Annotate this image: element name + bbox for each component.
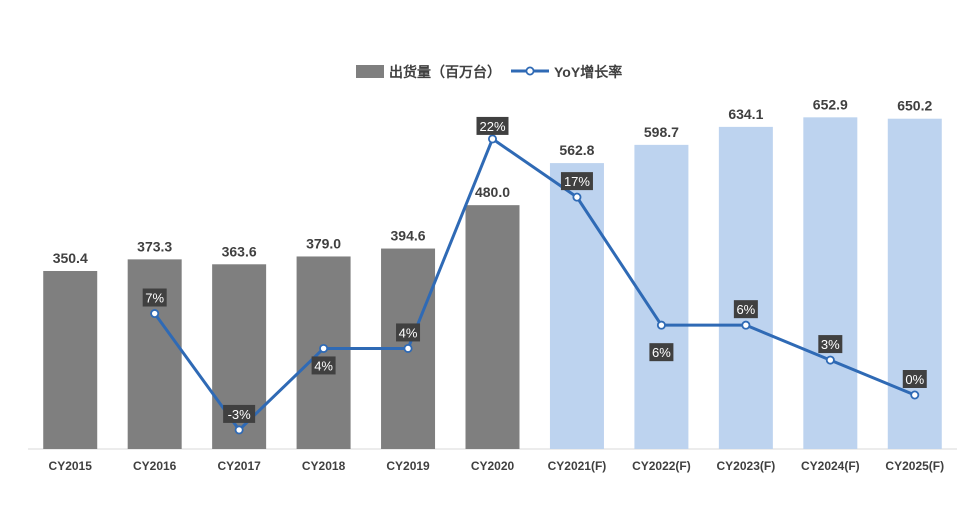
x-tick-label: CY2016 bbox=[133, 459, 177, 473]
growth-line bbox=[150, 134, 920, 435]
growth-point bbox=[234, 425, 244, 435]
growth-value-label: 17% bbox=[564, 174, 590, 189]
bar-value-label: 598.7 bbox=[644, 124, 679, 140]
legend: 出货量（百万台） YoY增长率 bbox=[356, 64, 622, 80]
growth-label-box bbox=[396, 323, 421, 342]
growth-label-box bbox=[311, 356, 336, 375]
bar-value-label: 379.0 bbox=[306, 235, 341, 251]
growth-point bbox=[150, 309, 160, 319]
growth-point bbox=[656, 320, 666, 330]
legend-line-marker bbox=[525, 66, 535, 76]
bars bbox=[43, 117, 942, 450]
bar-value-label: 562.8 bbox=[559, 142, 594, 158]
growth-value-label: 7% bbox=[145, 291, 164, 306]
growth-label-box bbox=[560, 172, 593, 191]
bar-value-label: 373.3 bbox=[137, 238, 172, 254]
x-tick-label: CY2022(F) bbox=[632, 459, 691, 473]
growth-point bbox=[572, 192, 582, 202]
x-tick-label: CY2018 bbox=[302, 459, 346, 473]
x-tick-label: CY2025(F) bbox=[885, 459, 944, 473]
x-tick-label: CY2015 bbox=[49, 459, 93, 473]
bar-value-label: 634.1 bbox=[728, 106, 763, 122]
growth-label-box bbox=[476, 116, 509, 135]
growth-label-box bbox=[223, 404, 256, 423]
growth-label-box bbox=[733, 300, 758, 319]
x-tick-label: CY2019 bbox=[386, 459, 430, 473]
legend-bar-label: 出货量（百万台） bbox=[389, 64, 501, 80]
growth-line-path bbox=[153, 137, 916, 432]
growth-point bbox=[487, 134, 497, 144]
growth-label-box bbox=[142, 288, 167, 307]
bar-value-label: 350.4 bbox=[53, 250, 88, 266]
bar-CY2016 bbox=[127, 259, 182, 449]
growth-value-label: 3% bbox=[821, 337, 840, 352]
x-tick-label: CY2024(F) bbox=[801, 459, 860, 473]
growth-point bbox=[825, 355, 835, 365]
growth-labels: 7% -3% 4% 4% 22% 17% 6% 6% 3% 0% bbox=[142, 116, 927, 423]
growth-value-label: 6% bbox=[652, 345, 671, 360]
bar-value-label: 394.6 bbox=[391, 228, 426, 244]
bar-labels: 350.4 373.3 363.6 379.0 394.6 480.0 562.8 598.7… bbox=[53, 96, 933, 266]
bar-CY2020 bbox=[465, 205, 520, 449]
x-tick-labels: CY2015 CY2016 CY2017 CY2018 CY2019 CY2020 CY20… bbox=[49, 459, 945, 473]
growth-value-label: -3% bbox=[228, 407, 252, 422]
x-tick-label: CY2017 bbox=[217, 459, 261, 473]
x-tick-label: CY2021(F) bbox=[548, 459, 607, 473]
growth-point bbox=[741, 320, 751, 330]
x-tick-label: CY2020 bbox=[471, 459, 515, 473]
growth-label-box bbox=[818, 335, 843, 354]
growth-value-label: 4% bbox=[314, 358, 333, 373]
bar-CY2023(F) bbox=[718, 126, 773, 449]
growth-value-label: 0% bbox=[905, 372, 924, 387]
legend-line-label: YoY增长率 bbox=[554, 64, 622, 80]
growth-point bbox=[910, 390, 920, 400]
bar-value-label: 363.6 bbox=[222, 243, 257, 259]
growth-value-label: 22% bbox=[479, 119, 505, 134]
growth-point bbox=[319, 343, 329, 353]
legend-bar-swatch bbox=[356, 65, 384, 78]
bar-CY2015 bbox=[43, 270, 98, 449]
bar-value-label: 650.2 bbox=[897, 98, 932, 114]
x-tick-label: CY2023(F) bbox=[717, 459, 776, 473]
growth-label-box bbox=[902, 370, 927, 388]
bar-value-label: 480.0 bbox=[475, 184, 510, 200]
bar-CY2021(F) bbox=[549, 163, 604, 449]
growth-value-label: 6% bbox=[736, 302, 755, 317]
growth-value-label: 4% bbox=[399, 325, 418, 340]
bar-CY2024(F) bbox=[803, 117, 858, 450]
bar-value-label: 652.9 bbox=[813, 96, 848, 112]
growth-point bbox=[403, 343, 413, 353]
growth-label-box bbox=[649, 343, 674, 362]
